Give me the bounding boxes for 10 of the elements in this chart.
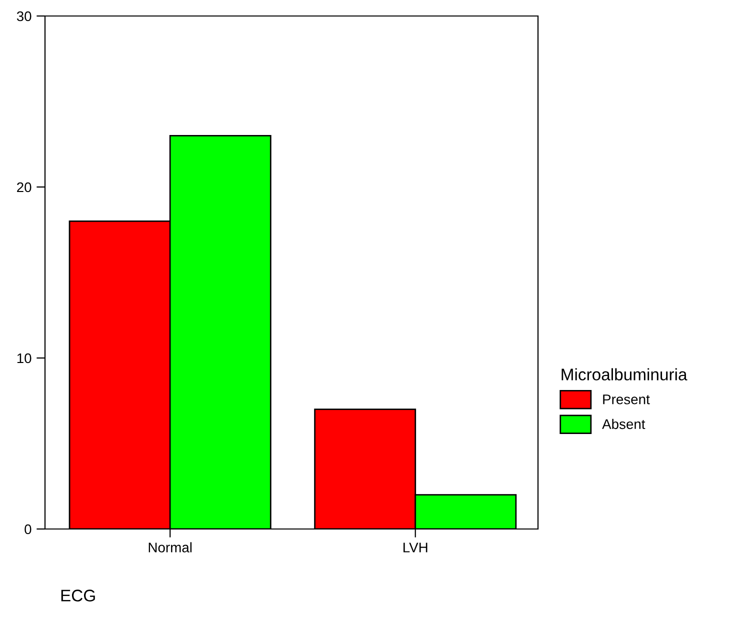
- x-axis-title: ECG: [61, 590, 95, 602]
- y-tick-label: 10: [17, 353, 32, 364]
- x-tick-label: LVH: [404, 542, 428, 552]
- x-tick-label: Normal: [148, 542, 192, 552]
- y-tick-label: 20: [17, 182, 32, 192]
- legend-label: Present: [603, 394, 650, 404]
- legend-title: Microalbuminuria: [562, 368, 688, 380]
- y-tick-label: 0: [24, 524, 32, 534]
- y-tick-label: 30: [16, 11, 32, 22]
- legend-label: Absent: [602, 418, 646, 430]
